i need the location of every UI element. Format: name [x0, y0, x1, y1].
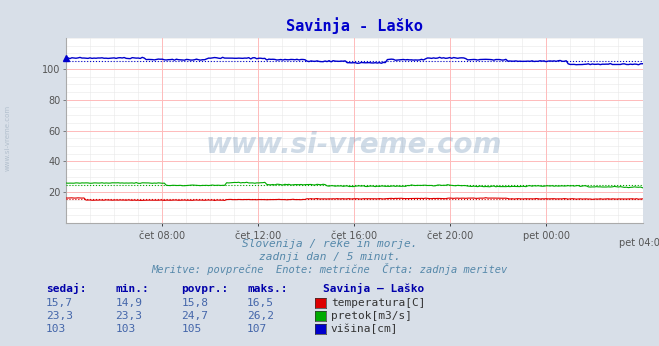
Text: temperatura[C]: temperatura[C] — [331, 298, 425, 308]
Text: 15,8: 15,8 — [181, 298, 208, 308]
Text: 15,7: 15,7 — [46, 298, 73, 308]
Text: 16,5: 16,5 — [247, 298, 274, 308]
Text: 103: 103 — [46, 324, 67, 334]
Text: pet 04:00: pet 04:00 — [619, 238, 659, 248]
Text: maks.:: maks.: — [247, 284, 287, 294]
Text: 23,3: 23,3 — [115, 311, 142, 321]
Text: 26,2: 26,2 — [247, 311, 274, 321]
Text: www.si-vreme.com: www.si-vreme.com — [5, 105, 11, 172]
Text: zadnji dan / 5 minut.: zadnji dan / 5 minut. — [258, 252, 401, 262]
Text: 103: 103 — [115, 324, 136, 334]
Title: Savinja - Laško: Savinja - Laško — [286, 17, 422, 34]
Text: Slovenija / reke in morje.: Slovenija / reke in morje. — [242, 239, 417, 249]
Text: višina[cm]: višina[cm] — [331, 324, 398, 334]
Text: povpr.:: povpr.: — [181, 284, 229, 294]
Text: 24,7: 24,7 — [181, 311, 208, 321]
Text: 23,3: 23,3 — [46, 311, 73, 321]
Text: Savinja – Laško: Savinja – Laško — [323, 283, 424, 294]
Text: sedaj:: sedaj: — [46, 283, 86, 294]
Text: Meritve: povprečne  Enote: metrične  Črta: zadnja meritev: Meritve: povprečne Enote: metrične Črta:… — [152, 263, 507, 275]
Text: min.:: min.: — [115, 284, 149, 294]
Text: 14,9: 14,9 — [115, 298, 142, 308]
Text: 107: 107 — [247, 324, 268, 334]
Text: 105: 105 — [181, 324, 202, 334]
Text: www.si-vreme.com: www.si-vreme.com — [206, 131, 502, 160]
Text: pretok[m3/s]: pretok[m3/s] — [331, 311, 412, 321]
